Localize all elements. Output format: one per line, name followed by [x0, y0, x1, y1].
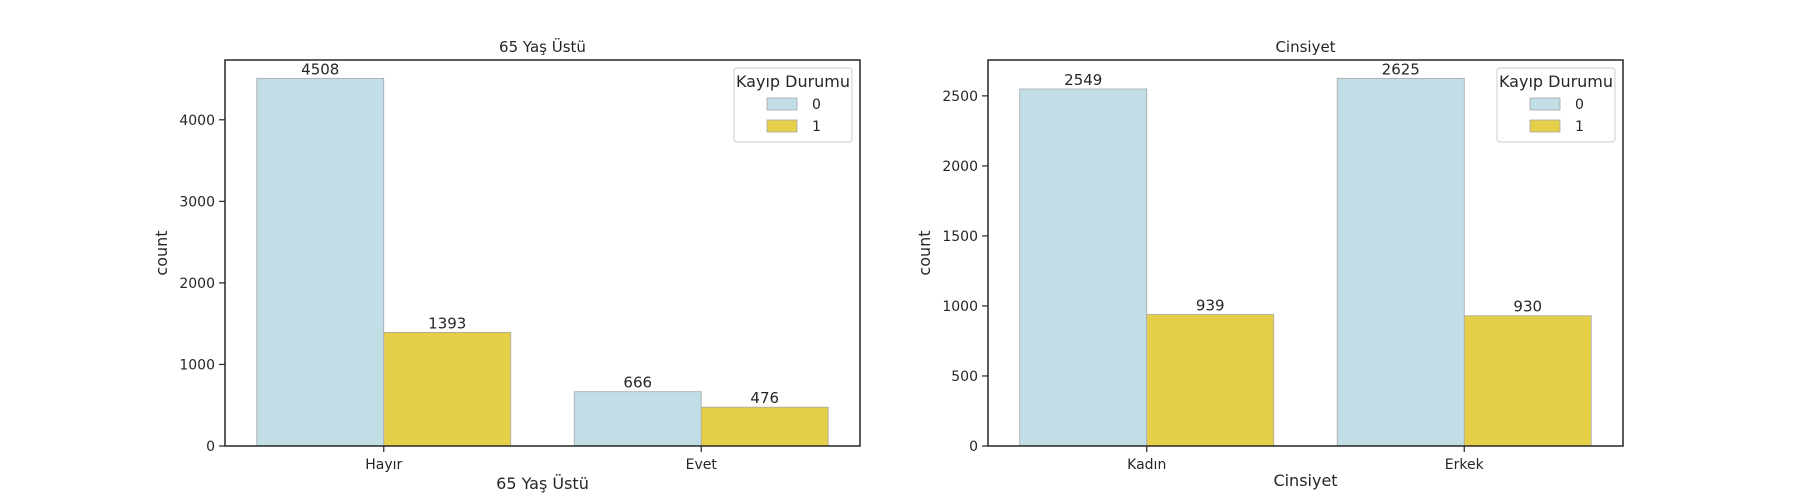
y-tick-label: 2000 [179, 276, 215, 292]
data-label: 930 [1513, 298, 1542, 316]
chart-title: Cinsiyet [1275, 38, 1335, 56]
data-label: 476 [750, 389, 779, 407]
x-tick-label: Hayır [365, 457, 402, 473]
y-tick-label: 500 [951, 369, 978, 385]
legend-label-1: 1 [1575, 119, 1584, 135]
x-axis-label: 65 Yaş Üstü [496, 474, 589, 493]
axes-frame [224, 59, 861, 447]
y-axis-label: count [915, 230, 934, 275]
chart-title: 65 Yaş Üstü [499, 37, 586, 56]
data-label: 666 [623, 374, 652, 392]
y-tick-label: 0 [969, 439, 978, 455]
y-tick-label: 0 [206, 439, 215, 455]
data-label: 1393 [428, 314, 466, 332]
legend: Kayıp Durumu 0 1 [733, 67, 853, 143]
x-tick-label: Evet [686, 457, 718, 473]
y-tick-label: 1500 [942, 229, 978, 245]
legend-swatch-0 [766, 97, 798, 111]
data-label: 939 [1196, 296, 1225, 314]
x-tick-label: Erkek [1445, 457, 1485, 473]
axes-frame [987, 59, 1624, 447]
y-tick-label: 1000 [942, 299, 978, 315]
y-tick-label: 3000 [179, 194, 215, 210]
legend-title: Kayıp Durumu [736, 72, 850, 91]
legend-label-1: 1 [812, 119, 821, 135]
legend-title: Kayıp Durumu [1499, 72, 1613, 91]
y-tick-label: 4000 [179, 113, 215, 129]
y-axis-label: count [152, 230, 171, 275]
y-tick-label: 1000 [179, 357, 215, 373]
bar-kadin-series-1 [1146, 314, 1275, 447]
y-tick-label: 2500 [942, 89, 978, 105]
y-tick-label: 2000 [942, 159, 978, 175]
legend-label-0: 0 [1575, 97, 1584, 113]
bar-kadin-series-0 [1019, 88, 1148, 447]
bar-evet-series-1 [700, 406, 829, 447]
chart-65-yas-ustu: 4508 1393 Hayır 666 476 Evet 0 1000 2000 3000 4000… [152, 37, 861, 493]
legend-swatch-1 [1529, 119, 1561, 133]
chart-cinsiyet: 2549 939 Kadın 2625 930 Erkek 0 500 1000 1500 2000… [915, 38, 1624, 490]
data-label: 2549 [1064, 71, 1102, 89]
x-tick-label: Kadın [1127, 457, 1166, 473]
data-label: 4508 [301, 60, 339, 78]
legend: Kayıp Durumu 0 1 [1496, 67, 1616, 143]
x-axis-label: Cinsiyet [1273, 471, 1337, 490]
bar-evet-series-0 [573, 391, 702, 447]
legend-label-0: 0 [812, 97, 821, 113]
legend-swatch-1 [766, 119, 798, 133]
bar-erkek-series-0 [1336, 77, 1465, 447]
bar-erkek-series-1 [1463, 315, 1592, 447]
legend-swatch-0 [1529, 97, 1561, 111]
data-label: 2625 [1382, 60, 1420, 78]
bar-hayir-series-0 [256, 77, 385, 447]
bar-hayir-series-1 [383, 331, 512, 447]
